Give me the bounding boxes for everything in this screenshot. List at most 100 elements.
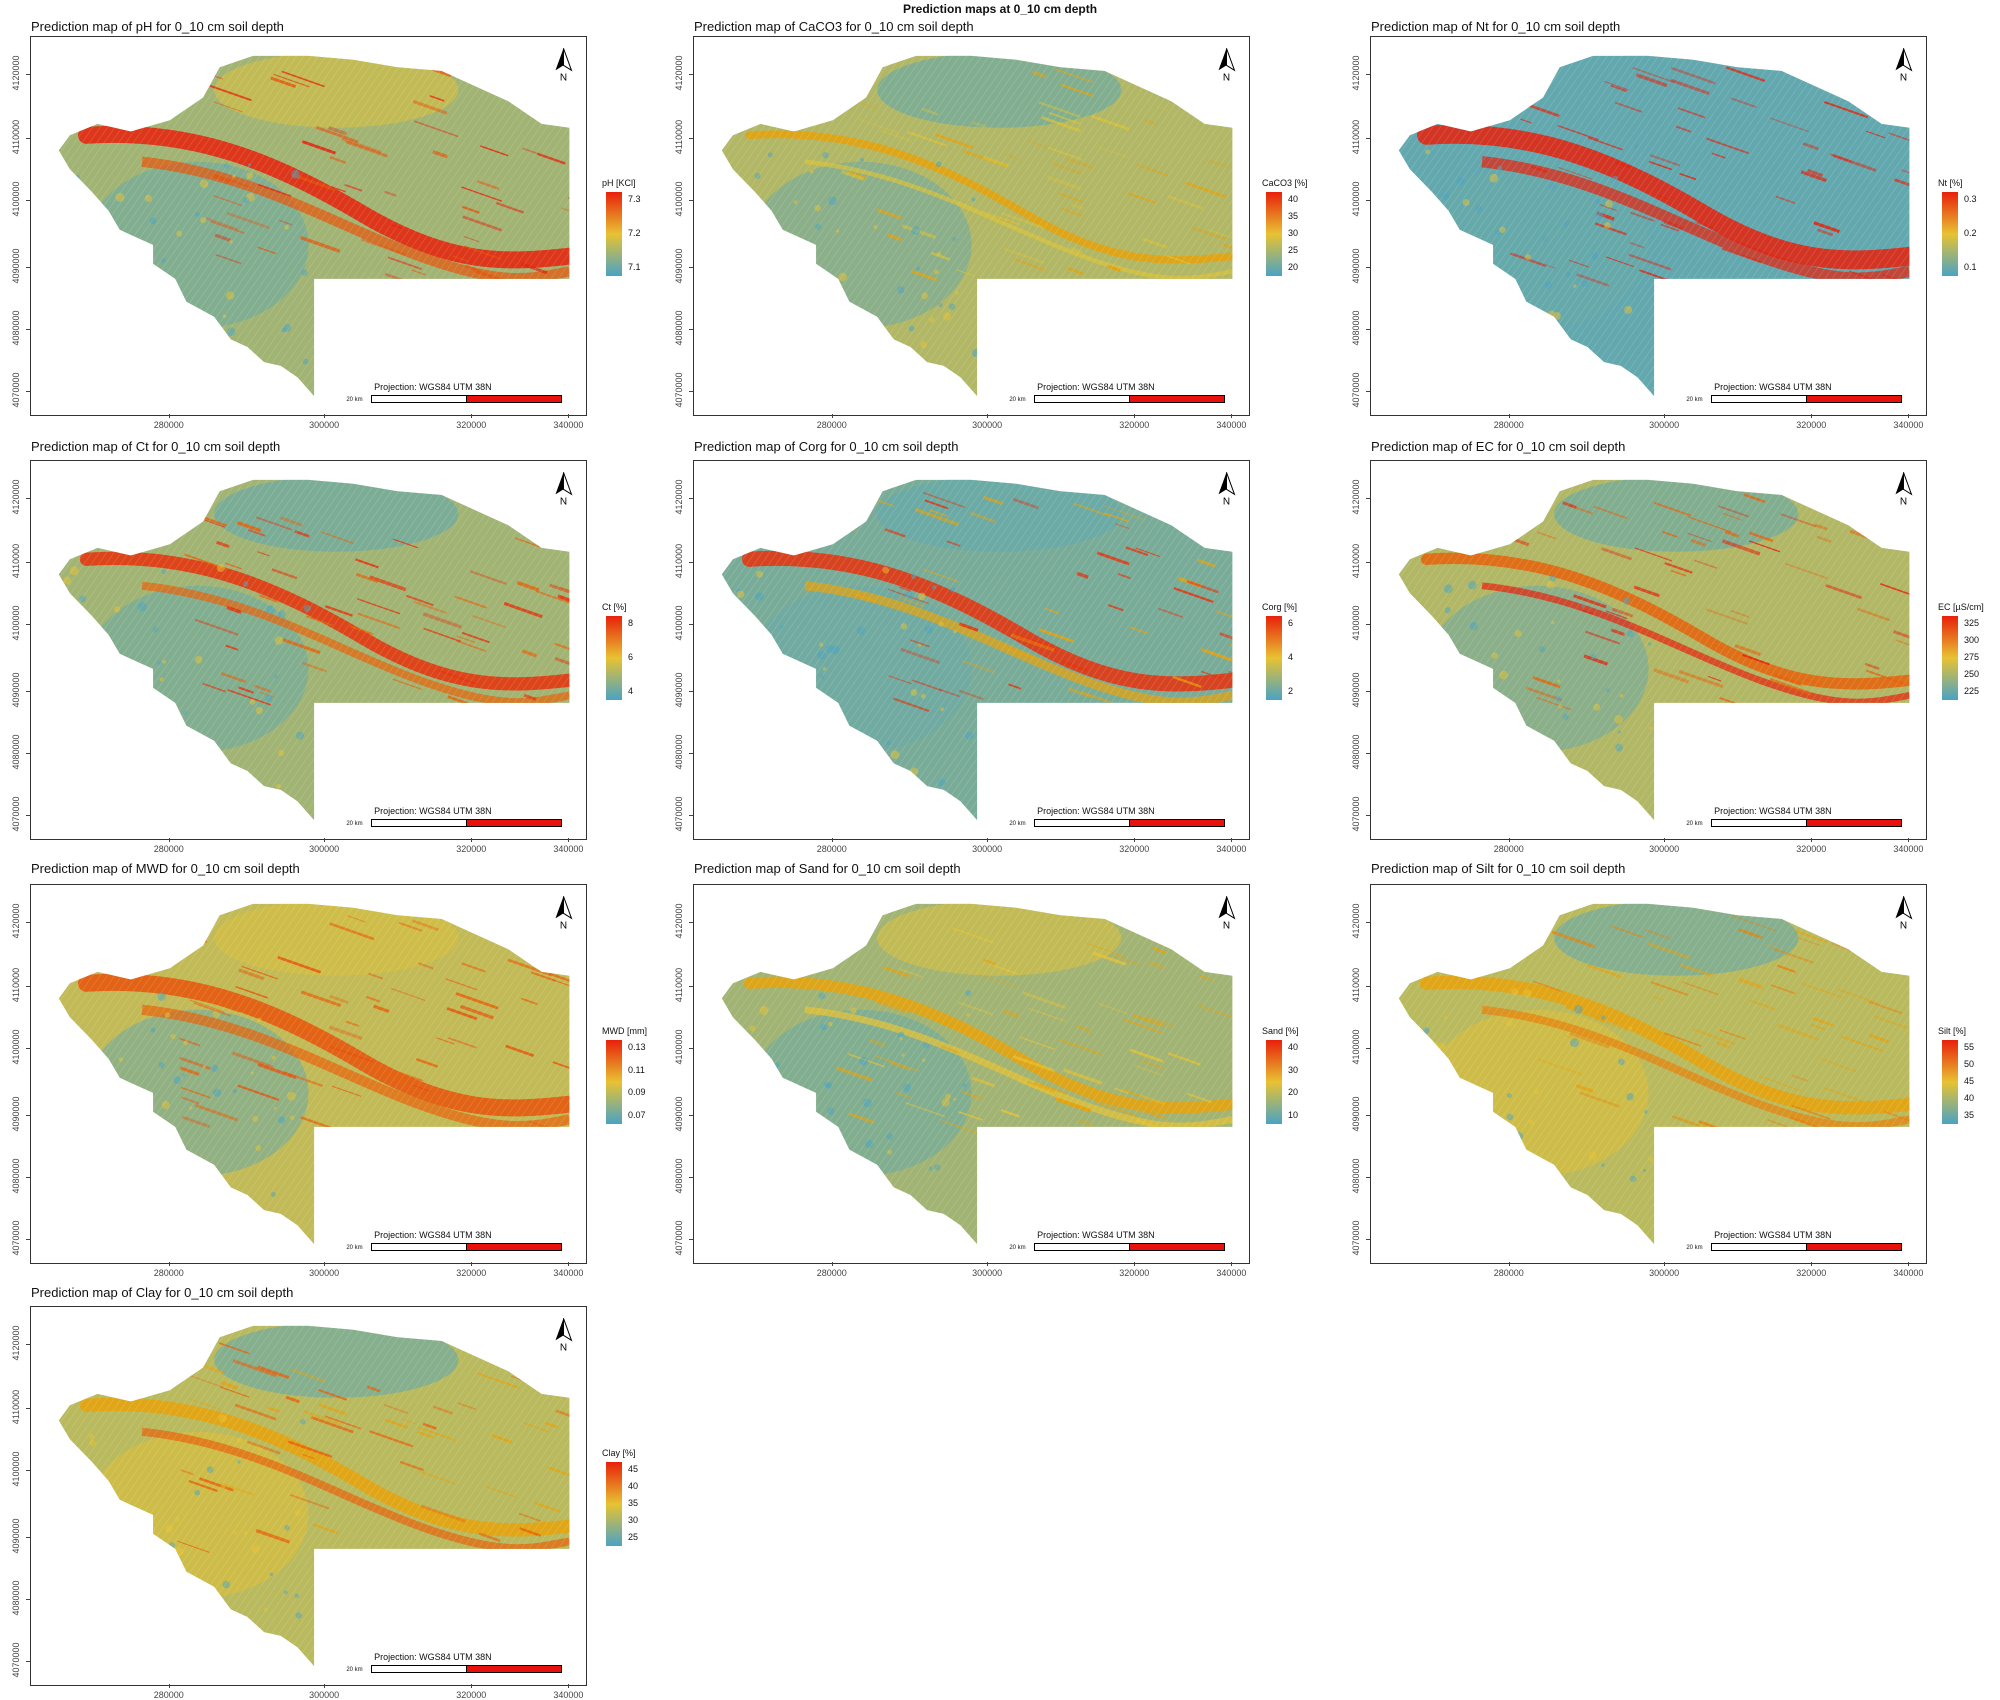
x-tick-mark (568, 1262, 570, 1266)
x-tick-label: 340000 (1216, 844, 1247, 854)
x-tick-label: 320000 (1796, 844, 1827, 854)
y-tick-label: 4070000 (11, 372, 21, 408)
y-tick-label: 4070000 (1351, 1220, 1361, 1256)
scale-bar (1711, 819, 1902, 827)
scale-bar-label: 20 km (346, 1667, 363, 1673)
y-tick-mark (26, 624, 30, 626)
legend-tick-label: 0.2 (1964, 228, 1977, 238)
prediction-map-sand: N (721, 896, 1236, 1245)
x-tick-label: 300000 (972, 1268, 1003, 1278)
legend-tick-label: 45 (628, 1464, 639, 1474)
y-tick-label: 4090000 (1351, 672, 1361, 708)
x-tick-mark (987, 838, 989, 842)
projection-label: Projection: WGS84 UTM 38N (374, 1230, 492, 1240)
panel-title-ec: Prediction map of EC for 0_10 cm soil de… (1371, 439, 1626, 454)
y-tick-label: 4120000 (1351, 479, 1361, 515)
y-tick-label: 4080000 (11, 1580, 21, 1616)
map-frame-ph: N (30, 36, 587, 416)
north-arrow-icon: N (1218, 48, 1236, 83)
y-tick-mark (689, 624, 693, 626)
projection-label: Projection: WGS84 UTM 38N (374, 806, 492, 816)
x-tick-mark (471, 414, 473, 418)
x-tick-mark (324, 1684, 326, 1688)
projection-label: Projection: WGS84 UTM 38N (374, 1652, 492, 1662)
y-tick-label: 4080000 (674, 1158, 684, 1194)
north-label: N (1223, 920, 1230, 931)
scale-bar-label: 20 km (1686, 397, 1703, 403)
x-tick-mark (1811, 414, 1813, 418)
x-tick-label: 340000 (553, 420, 584, 430)
projection-label: Projection: WGS84 UTM 38N (1037, 1230, 1155, 1240)
panel-title-mwd: Prediction map of MWD for 0_10 cm soil d… (31, 861, 300, 876)
x-tick-mark (1134, 1262, 1136, 1266)
scale-bar-label: 20 km (1686, 821, 1703, 827)
prediction-map-caco3: N (721, 48, 1236, 397)
y-tick-label: 4110000 (1351, 543, 1361, 579)
legend-colorbar-silt (1942, 1040, 1958, 1124)
x-tick-mark (1231, 1262, 1233, 1266)
x-tick-mark (1664, 1262, 1666, 1266)
legend-tick-label: 30 (628, 1515, 639, 1525)
legend-colorbar-mwd (606, 1040, 622, 1124)
legend-tick-label: 40 (1964, 1093, 1975, 1103)
y-tick-mark (1366, 497, 1370, 499)
panel-title-corg: Prediction map of Corg for 0_10 cm soil … (694, 439, 959, 454)
y-tick-label: 4120000 (1351, 55, 1361, 91)
x-tick-label: 340000 (1893, 844, 1924, 854)
y-tick-label: 4090000 (11, 248, 21, 284)
prediction-map-silt: N (1398, 896, 1913, 1245)
y-tick-label: 4090000 (674, 1096, 684, 1132)
y-tick-mark (1366, 73, 1370, 75)
y-tick-label: 4100000 (11, 605, 21, 641)
y-tick-mark (26, 562, 30, 564)
map-frame-sand: N (693, 884, 1250, 1264)
x-tick-label: 300000 (1649, 420, 1680, 430)
legend-tick-label: 0.09 (628, 1087, 646, 1098)
y-tick-label: 4100000 (674, 605, 684, 641)
projection-label: Projection: WGS84 UTM 38N (1714, 382, 1832, 392)
y-tick-mark (689, 921, 693, 923)
scale-bar (371, 395, 562, 403)
map-frame-nt: N (1370, 36, 1927, 416)
y-tick-mark (26, 391, 30, 393)
north-arrow-icon: N (555, 1318, 573, 1353)
y-tick-label: 4110000 (1351, 967, 1361, 1003)
legend-tick-label: 300 (1964, 635, 1980, 645)
x-tick-label: 320000 (456, 844, 487, 854)
x-tick-mark (324, 838, 326, 842)
y-tick-mark (26, 752, 30, 754)
north-label: N (1900, 72, 1907, 83)
x-tick-label: 280000 (153, 420, 184, 430)
scale-bar-label: 20 km (1009, 821, 1026, 827)
x-tick-mark (471, 838, 473, 842)
map-frame-ct: N (30, 460, 587, 840)
y-tick-mark (26, 1048, 30, 1050)
y-tick-mark (689, 815, 693, 817)
y-tick-label: 4120000 (674, 55, 684, 91)
legend-tick-label: 7.1 (628, 262, 641, 272)
scale-bar-label: 20 km (346, 821, 363, 827)
x-tick-label: 320000 (1796, 420, 1827, 430)
y-tick-mark (1366, 138, 1370, 140)
y-tick-mark (26, 328, 30, 330)
x-tick-label: 280000 (816, 1268, 847, 1278)
y-tick-mark (26, 1470, 30, 1472)
legend-tick-label: 0.3 (1964, 194, 1977, 204)
legend-colorbar-corg (1266, 616, 1282, 700)
x-tick-mark (168, 1684, 170, 1688)
x-tick-label: 280000 (153, 1268, 184, 1278)
map-region-sand (721, 903, 1233, 1245)
x-tick-label: 340000 (1216, 1268, 1247, 1278)
y-tick-mark (1366, 1176, 1370, 1178)
north-arrow-icon: N (555, 896, 573, 931)
scale-bar-label: 20 km (1686, 1245, 1703, 1251)
x-tick-label: 280000 (816, 420, 847, 430)
x-tick-mark (324, 1262, 326, 1266)
map-region-ec (1398, 479, 1910, 821)
x-tick-mark (568, 414, 570, 418)
north-arrow-icon: N (1218, 472, 1236, 507)
x-tick-mark (168, 1262, 170, 1266)
x-tick-label: 340000 (553, 1690, 584, 1700)
legend-colorbar-nt (1942, 192, 1958, 276)
legend-tick-label: 40 (1288, 194, 1299, 204)
